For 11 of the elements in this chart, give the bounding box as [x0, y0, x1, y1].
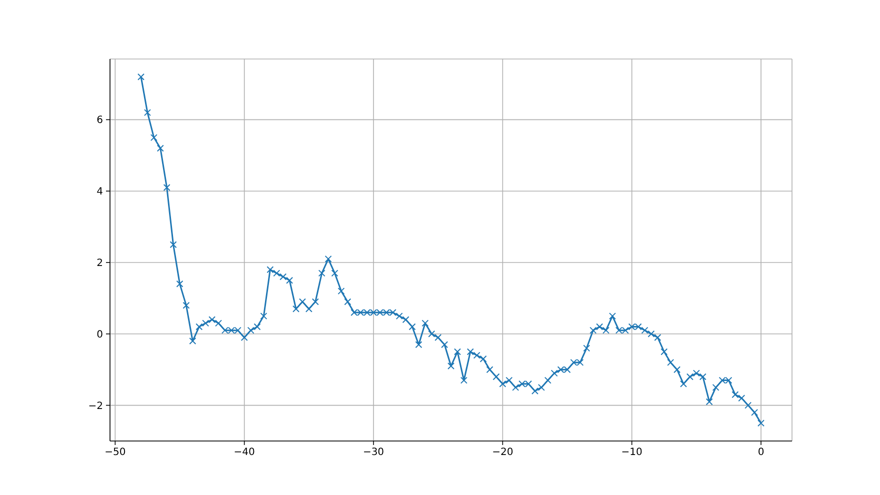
- x-tick-label: −20: [492, 447, 514, 458]
- x-tick-label: −10: [621, 447, 642, 458]
- y-tick-label: 6: [96, 115, 103, 126]
- x-tick-label: −50: [104, 447, 126, 458]
- y-tick-label: 0: [96, 329, 103, 340]
- x-tick-label: 0: [758, 447, 764, 458]
- x-tick-label: −40: [234, 447, 255, 458]
- x-tick-label: −30: [362, 447, 384, 458]
- y-tick-label: −2: [88, 400, 103, 412]
- y-tick-label: 2: [96, 258, 103, 270]
- y-tick-label: 4: [96, 186, 103, 198]
